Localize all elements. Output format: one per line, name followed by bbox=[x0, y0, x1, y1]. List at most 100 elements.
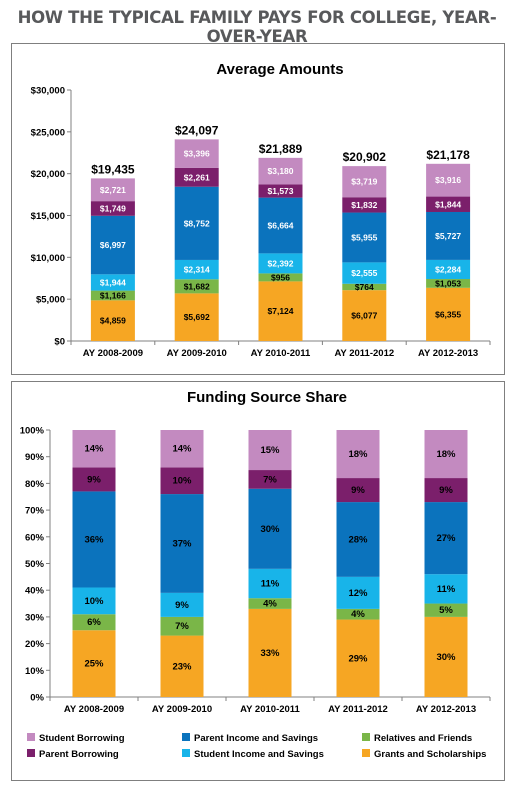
data-label: $3,719 bbox=[351, 177, 377, 187]
bar-grants-and-scholarships bbox=[258, 281, 303, 341]
data-label: 29% bbox=[348, 653, 368, 664]
data-label: $2,392 bbox=[268, 258, 294, 268]
bar-grants-and-scholarships bbox=[342, 290, 387, 341]
data-label: 9% bbox=[351, 485, 365, 496]
data-label: 37% bbox=[172, 538, 192, 549]
bar-student-borrowing bbox=[174, 139, 219, 168]
legend-swatch-parent-borrowing bbox=[27, 749, 35, 757]
x-tick-label: AY 2012-2013 bbox=[416, 704, 476, 715]
data-label: $6,355 bbox=[435, 309, 461, 319]
y-tick-label: $10,000 bbox=[31, 253, 65, 264]
data-label: $2,555 bbox=[351, 268, 377, 278]
data-label: 30% bbox=[260, 524, 280, 535]
bar-grants-and-scholarships bbox=[248, 608, 292, 697]
legend-label: Parent Income and Savings bbox=[194, 733, 318, 744]
y-tick-label: 60% bbox=[25, 532, 45, 543]
bar-student-income-and-savings bbox=[248, 568, 292, 599]
bar-parent-borrowing bbox=[424, 478, 468, 503]
data-label: $5,727 bbox=[435, 231, 461, 241]
y-tick-label: 30% bbox=[25, 612, 45, 623]
data-label: $764 bbox=[355, 282, 374, 292]
data-label: $2,284 bbox=[435, 264, 461, 274]
data-label: $2,721 bbox=[100, 185, 126, 195]
x-tick-label: AY 2010-2011 bbox=[251, 348, 311, 359]
x-tick-label: AY 2010-2011 bbox=[240, 704, 300, 715]
y-tick-label: $5,000 bbox=[36, 295, 65, 306]
data-label: 33% bbox=[260, 648, 280, 659]
bar-student-borrowing bbox=[248, 430, 292, 471]
data-label: 25% bbox=[84, 659, 104, 670]
bar-parent-borrowing bbox=[90, 201, 135, 216]
total-label: $21,889 bbox=[259, 142, 303, 156]
bar-student-borrowing bbox=[426, 163, 471, 197]
bar-student-borrowing bbox=[72, 430, 116, 468]
data-label: 11% bbox=[437, 584, 456, 595]
bar-student-income-and-savings bbox=[424, 574, 468, 604]
data-label: $5,692 bbox=[184, 312, 210, 322]
bar-student-income-and-savings bbox=[336, 576, 380, 609]
data-label: $3,396 bbox=[184, 149, 210, 159]
data-label: $1,749 bbox=[100, 203, 126, 213]
data-label: $1,844 bbox=[435, 199, 461, 209]
legend-swatch-student-borrowing bbox=[27, 733, 35, 741]
bar-student-borrowing bbox=[336, 430, 380, 479]
bar-grants-and-scholarships bbox=[424, 616, 468, 697]
data-label: 23% bbox=[172, 661, 192, 672]
bar-grants-and-scholarships bbox=[90, 300, 135, 341]
y-tick-label: 40% bbox=[25, 586, 45, 597]
data-label: 7% bbox=[175, 621, 189, 632]
legend-label: Student Income and Savings bbox=[194, 749, 324, 760]
x-tick-label: AY 2011-2012 bbox=[334, 348, 394, 359]
bar-parent-income-and-savings bbox=[248, 488, 292, 569]
bar-parent-income-and-savings bbox=[72, 491, 116, 588]
bar-student-borrowing bbox=[90, 178, 135, 202]
y-tick-label: 10% bbox=[25, 666, 45, 677]
data-label: 11% bbox=[261, 579, 280, 590]
data-label: 28% bbox=[348, 534, 368, 545]
data-label: 10% bbox=[84, 596, 104, 607]
data-label: $1,053 bbox=[435, 278, 461, 288]
bar-relatives-and-friends bbox=[248, 598, 292, 609]
funding-share-chart: Funding Source Share 0% 10% 20% 30% 40% 50% 60%… bbox=[20, 389, 491, 760]
x-tick-label: AY 2012-2013 bbox=[418, 348, 478, 359]
funding-share-panel: Funding Source Share 0% 10% 20% 30% 40% 50% 60%… bbox=[11, 381, 505, 781]
data-label: 4% bbox=[351, 609, 365, 620]
y-tick-label: $20,000 bbox=[31, 169, 65, 180]
data-label: $3,180 bbox=[268, 166, 294, 176]
chart-title: Funding Source Share bbox=[187, 389, 347, 406]
legend-swatch-parent-income-and-savings bbox=[182, 733, 190, 741]
total-label: $19,435 bbox=[91, 162, 135, 176]
legend-swatch-relatives-and-friends bbox=[362, 733, 370, 741]
legend-swatch-student-income-and-savings bbox=[182, 749, 190, 757]
total-label: $20,902 bbox=[343, 150, 387, 164]
data-label: 10% bbox=[172, 476, 192, 487]
bar-grants-and-scholarships bbox=[426, 287, 471, 341]
data-label: $1,682 bbox=[184, 281, 210, 291]
data-label: $8,752 bbox=[184, 218, 210, 228]
y-tick-label: 20% bbox=[25, 639, 45, 650]
bar-student-income-and-savings bbox=[72, 587, 116, 615]
data-label: 7% bbox=[263, 474, 277, 485]
y-tick-label: 70% bbox=[25, 506, 45, 517]
y-tick-label: $30,000 bbox=[31, 86, 65, 97]
y-tick-label: 50% bbox=[25, 559, 45, 570]
y-tick-label: 0% bbox=[30, 693, 44, 704]
bar-parent-income-and-savings bbox=[426, 211, 471, 260]
bar-student-borrowing bbox=[258, 157, 303, 185]
legend-label: Student Borrowing bbox=[39, 733, 125, 744]
bar-parent-income-and-savings bbox=[174, 186, 219, 260]
bar-parent-borrowing bbox=[336, 478, 380, 503]
bar-parent-borrowing bbox=[258, 184, 303, 198]
bar-student-borrowing bbox=[160, 430, 204, 468]
data-label: $7,124 bbox=[268, 306, 294, 316]
data-label: 14% bbox=[84, 444, 104, 455]
data-label: 9% bbox=[439, 485, 453, 496]
legend-label: Parent Borrowing bbox=[39, 749, 119, 760]
data-label: 4% bbox=[263, 599, 277, 610]
bar-relatives-and-friends bbox=[424, 603, 468, 617]
page-title: HOW THE TYPICAL FAMILY PAYS FOR COLLEGE,… bbox=[17, 8, 497, 46]
bar-grants-and-scholarships bbox=[160, 635, 204, 697]
bar-parent-income-and-savings bbox=[160, 494, 204, 593]
bar-parent-income-and-savings bbox=[342, 212, 387, 263]
data-label: $1,944 bbox=[100, 277, 126, 287]
